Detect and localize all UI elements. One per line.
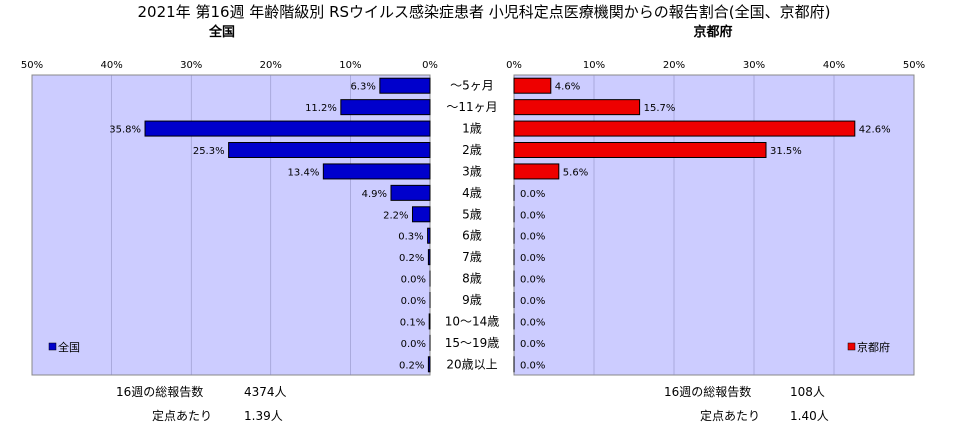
bar-zenkoku: [340, 99, 431, 116]
category-label: 7歳: [462, 250, 482, 264]
legend-label-zenkoku: 全国: [58, 340, 80, 354]
data-label-zenkoku: 2.2%: [383, 210, 408, 221]
data-label-zenkoku: 0.3%: [398, 232, 423, 243]
bar-kyoto: [513, 163, 560, 180]
category-label: 2歳: [462, 143, 482, 157]
data-label-kyoto: 0.0%: [520, 210, 545, 221]
data-label-kyoto: 31.5%: [770, 146, 802, 157]
data-label-kyoto: 0.0%: [520, 189, 545, 200]
right-legend: 京都府: [847, 340, 890, 354]
data-label-zenkoku: 6.3%: [350, 82, 375, 93]
data-label-kyoto: 0.0%: [520, 232, 545, 243]
right-tick-label: 30%: [743, 60, 765, 71]
bar-zenkoku: [411, 206, 431, 223]
bar-zenkoku: [144, 120, 431, 137]
left-tick-label: 10%: [339, 60, 361, 71]
data-label-zenkoku: 0.2%: [399, 253, 424, 264]
left-total-label: 16週の総報告数: [116, 384, 203, 399]
bar-zenkoku: [379, 77, 431, 94]
bar-zenkoku: [228, 142, 431, 158]
data-label-kyoto: 0.0%: [520, 317, 545, 328]
data-label-kyoto: 4.6%: [555, 82, 580, 93]
data-label-kyoto: 5.6%: [563, 167, 588, 178]
data-label-kyoto: 0.0%: [520, 253, 545, 264]
category-label: 6歳: [462, 229, 482, 243]
category-label: 15～19歳: [445, 336, 500, 350]
data-label-kyoto: 0.0%: [520, 296, 545, 307]
right-total-label: 16週の総報告数: [664, 384, 751, 399]
legend-swatch-kyoto: [847, 342, 856, 351]
category-label: 3歳: [462, 164, 482, 178]
right-tick-label: 0%: [506, 60, 522, 71]
data-label-kyoto: 0.0%: [520, 360, 545, 371]
left-tick-label: 30%: [180, 60, 202, 71]
data-label-kyoto: 0.0%: [520, 275, 545, 286]
left-legend: 全国: [48, 340, 80, 354]
left-panel-title: 全国: [208, 24, 235, 40]
left-tick-label: 20%: [260, 60, 282, 71]
category-label: 5歳: [462, 207, 482, 221]
right-tick-label: 10%: [583, 60, 605, 71]
data-label-zenkoku: 11.2%: [305, 103, 337, 114]
bar-zenkoku: [427, 249, 431, 266]
right-tick-label: 50%: [903, 60, 925, 71]
left-per-label: 定点あたり: [152, 408, 212, 423]
right-per-label: 定点あたり: [700, 408, 760, 423]
left-total-value: 4374人: [244, 385, 287, 399]
category-label: 9歳: [462, 293, 482, 307]
bar-kyoto: [513, 142, 767, 158]
data-label-zenkoku: 25.3%: [193, 146, 225, 157]
legend-label-kyoto: 京都府: [857, 340, 890, 354]
bar-zenkoku: [427, 227, 431, 244]
category-label: 1歳: [462, 122, 482, 136]
bar-kyoto: [513, 77, 552, 94]
right-tick-label: 20%: [663, 60, 685, 71]
right-per-value: 1.40人: [790, 409, 829, 423]
bar-zenkoku: [427, 356, 431, 373]
data-label-zenkoku: 0.0%: [401, 339, 426, 350]
category-label: 10～14歳: [445, 314, 500, 328]
right-total-value: 108人: [790, 385, 825, 399]
bar-kyoto: [513, 120, 856, 137]
data-label-zenkoku: 0.2%: [399, 360, 424, 371]
right-panel-title: 京都府: [693, 24, 732, 40]
bar-zenkoku: [390, 184, 431, 201]
data-label-kyoto: 0.0%: [520, 339, 545, 350]
left-plot-area: [31, 74, 431, 376]
data-label-kyoto: 15.7%: [644, 103, 676, 114]
left-tick-label: 0%: [422, 60, 438, 71]
category-label: 20歳以上: [446, 357, 497, 371]
left-tick-label: 50%: [21, 60, 43, 71]
category-label: ～5ヶ月: [450, 79, 494, 93]
category-label: 8歳: [462, 272, 482, 286]
category-label: 4歳: [462, 186, 482, 200]
data-label-kyoto: 42.6%: [859, 125, 891, 136]
category-label: ～11ヶ月: [446, 100, 497, 114]
data-label-zenkoku: 0.1%: [400, 317, 425, 328]
bar-zenkoku: [428, 313, 431, 330]
legend-swatch-zenkoku: [48, 342, 57, 351]
data-label-zenkoku: 13.4%: [288, 167, 320, 178]
bar-kyoto: [513, 99, 641, 116]
right-tick-label: 40%: [823, 60, 845, 71]
left-per-value: 1.39人: [244, 409, 283, 423]
chart-title: 2021年 第16週 年齢階級別 RSウイルス感染症患者 小児科定点医療機関から…: [138, 3, 831, 21]
right-plot-area: [513, 74, 915, 376]
data-label-zenkoku: 4.9%: [362, 189, 387, 200]
data-label-zenkoku: 35.8%: [109, 125, 141, 136]
bar-zenkoku: [322, 163, 431, 180]
left-tick-label: 40%: [100, 60, 122, 71]
data-label-zenkoku: 0.0%: [401, 296, 426, 307]
data-label-zenkoku: 0.0%: [401, 275, 426, 286]
